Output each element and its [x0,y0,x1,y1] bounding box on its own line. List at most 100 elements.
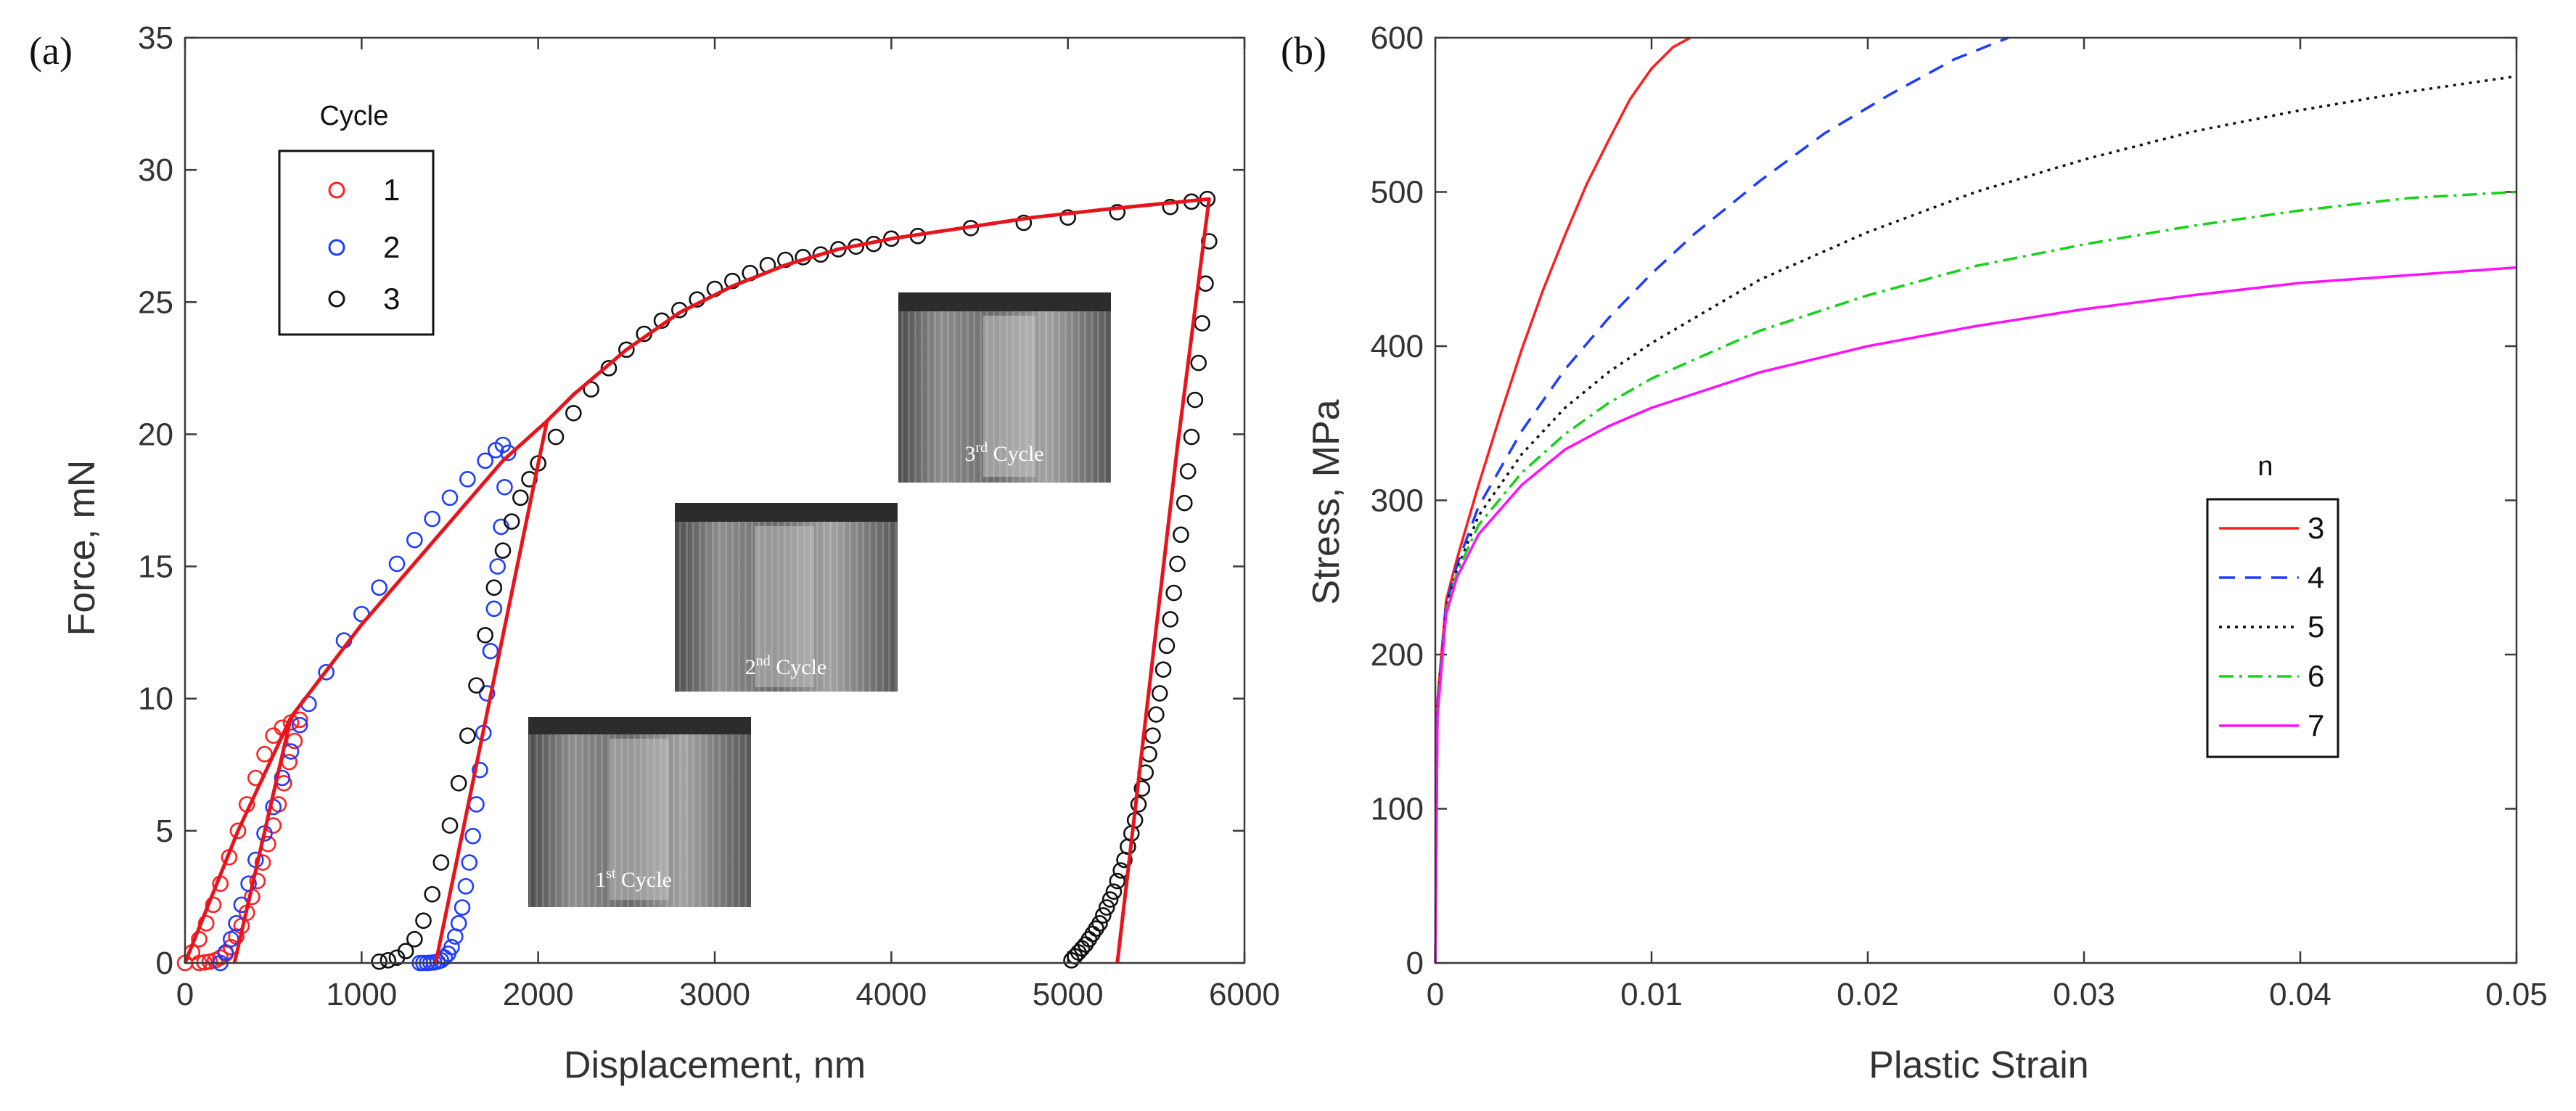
cycle-2-point [450,915,467,932]
legend-marker-cycle-3 [328,290,345,308]
cycle-1-point [201,953,218,970]
cycle-3-point [503,513,520,530]
cycle-2-point [468,796,485,813]
inset-cycle-2: 2nd Cycle [675,503,898,692]
cycle-1-point [291,711,308,729]
panel-b-y-tick-label: 200 [1371,637,1424,673]
panel-b-x-tick-label: 0.02 [1837,977,1899,1012]
panel-b-label: (b) [1281,29,1326,73]
legend-label-n-6: 6 [2308,659,2324,693]
inset-3-top-band [898,292,1111,311]
cycle-2-point [240,875,257,893]
cycle-3-point [441,817,459,834]
panel-b-y-tick-label: 0 [1406,946,1424,981]
inset-1-caption-base: 1 [595,868,606,892]
inset-2-caption-base: 2 [745,655,756,679]
cycle-2-point [485,600,503,618]
cycle-2-point [461,854,478,871]
series-cycle-2 [212,436,517,972]
panel-b-y-tick-label: 500 [1371,175,1424,210]
cycle-3-point [424,885,440,903]
panel-a: (a) Force, mN Displacement, nm 0 1000 2000… [29,20,1280,1086]
series-n-6-line [1434,190,2517,964]
inset-cycle-1: 1st Cycle [528,717,751,907]
cycle-2-point [406,531,423,549]
panel-a-x-tick-label: 6000 [1209,977,1280,1012]
inset-1-caption-tail: Cycle [615,868,671,892]
fit-unload-1-line [232,716,293,964]
panel-b-x-axis-title: Plastic Strain [1869,1044,2088,1086]
panel-a-ticks: 0 1000 2000 3000 4000 5000 6000 0 5 10 15 20 25 30 35 [138,20,1280,1012]
cycle-3-point [618,341,635,358]
panel-b-x-tick-label: 0.03 [2053,977,2115,1012]
cycle-3-point [1162,198,1179,216]
inset-2-texture [675,503,898,692]
panel-a-y-tick-label: 30 [138,152,173,188]
cycle-2-point [489,558,506,575]
cycle-3-point [1130,796,1147,813]
cycle-2-point [482,642,499,660]
cycle-3-point [459,727,476,745]
inset-2-pillar [755,526,814,687]
panel-a-x-tick-label: 2000 [503,977,574,1012]
cycle-3-point [406,930,423,948]
cycle-3-point [1194,315,1210,332]
inset-3-caption-base: 3 [964,442,975,466]
fit-unload-2-line [434,420,549,964]
inset-3-pillar [983,316,1035,477]
panel-b-legend: n 3 4 5 6 7 [2206,451,2339,758]
cycle-3-point [1141,745,1157,763]
panel-a-legend: Cycle 1 2 3 [278,101,435,336]
panel-a-y-tick-label: 20 [138,417,173,452]
cycle-1-point [197,915,215,932]
series-n-7-line [1434,266,2517,964]
panel-b-y-tick-label: 300 [1371,483,1424,519]
cycle-3-point [432,854,450,871]
panel-a-y-tick-label: 10 [138,681,173,717]
cycle-3-point [477,626,493,644]
cycle-2-point [446,928,464,945]
panel-b-ticks: 0 0.01 0.02 0.03 0.04 0.05 0 100 200 300 400 500 600 [1371,20,2548,1012]
fit-line [183,197,1211,964]
cycle-3-point [1162,611,1179,628]
cycle-3-point [1190,354,1207,372]
cycle-2-point [454,899,471,916]
panel-a-y-tick-label: 5 [156,813,173,849]
cycle-2-point [496,478,513,496]
cycle-3-point [485,579,503,597]
cycle-3-point [397,943,414,959]
cycle-3-point [1148,706,1165,723]
cycle-3-point [777,251,794,268]
cycle-3-point [1169,555,1186,573]
cycle-2-point [424,510,440,528]
cycle-2-point [441,489,459,507]
cycle-2-point [499,444,517,462]
panel-b-y-axis-title: Stress, MPa [1305,399,1348,604]
cycle-3-point [415,912,432,930]
cycle-2-point [478,685,496,702]
legend-marker-cycle-2 [328,239,345,256]
panel-a-data [176,190,1218,972]
panel-a-y-axis-title: Force, mN [61,460,103,636]
panel-b-x-tick-label: 0.01 [1620,977,1683,1012]
cycle-3-point [1105,883,1123,900]
cycle-3-point [1183,428,1200,446]
cycle-3-point [1151,685,1168,702]
panel-b-x-tick-label: 0.05 [2485,977,2548,1012]
series-n-3-line [1434,36,1691,964]
inset-2-caption-sup: nd [756,653,771,669]
inset-1-caption: 1st Cycle [595,866,672,892]
cycle-3-point [1186,391,1204,409]
cycle-3-point [1063,952,1080,969]
panel-b-x-tick-label: 0.04 [2269,977,2331,1012]
panel-a-y-tick-label: 25 [138,284,173,320]
cycle-2-point [493,518,509,536]
panel-b-legend-title: n [2257,451,2273,482]
cycle-3-point [565,404,582,422]
cycle-1-point [205,896,222,914]
panel-a-x-tick-label: 0 [176,977,194,1012]
legend-label-n-7: 7 [2308,708,2324,742]
cycle-3-point [371,953,387,970]
panel-a-plot-frame [184,36,1246,964]
inset-cycle-3: 3rd Cycle [898,292,1111,483]
